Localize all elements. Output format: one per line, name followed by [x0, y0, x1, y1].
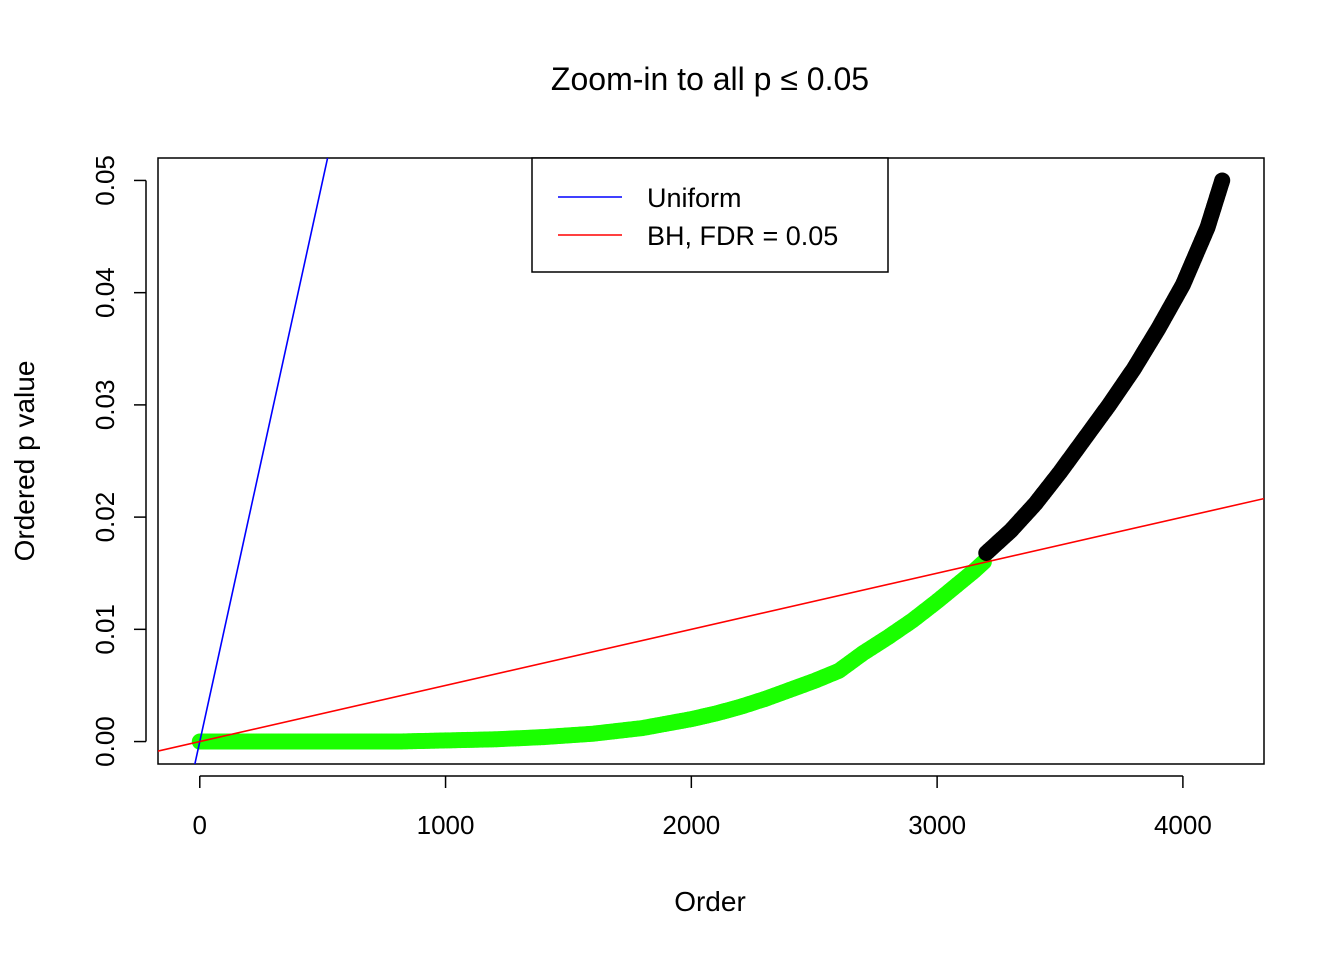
y-tick-label: 0.02 — [90, 492, 120, 543]
y-tick-label: 0.05 — [90, 155, 120, 206]
reference-line-bh-fdr-0-05 — [158, 497, 1264, 752]
legend-label-bh: BH, FDR = 0.05 — [647, 221, 838, 251]
legend-box — [531, 157, 889, 273]
series-not-significant — [978, 172, 1231, 562]
reference-line-uniform — [194, 158, 329, 764]
y-tick-label: 0.00 — [90, 716, 120, 767]
x-tick-label: 2000 — [662, 810, 720, 840]
y-tick-label: 0.03 — [90, 380, 120, 431]
y-tick-label: 0.04 — [90, 267, 120, 318]
data-points — [191, 172, 1231, 750]
y-axis-label: Ordered p value — [9, 361, 40, 562]
chart-title: Zoom-in to all p ≤ 0.05 — [551, 61, 869, 97]
x-axis: 0 1000 2000 3000 4000 — [193, 775, 1212, 840]
series-significant — [191, 554, 992, 750]
legend: Uniform BH, FDR = 0.05 — [531, 157, 889, 273]
x-tick-label: 4000 — [1154, 810, 1212, 840]
legend-label-uniform: Uniform — [647, 183, 742, 213]
y-tick-label: 0.01 — [90, 604, 120, 655]
reference-lines — [158, 158, 1264, 764]
data-point — [1214, 172, 1231, 189]
x-tick-label: 1000 — [417, 810, 475, 840]
plot-content — [158, 158, 1264, 764]
x-tick-label: 3000 — [908, 810, 966, 840]
x-tick-label: 0 — [193, 810, 207, 840]
y-axis: 0.00 0.01 0.02 0.03 0.04 0.05 — [90, 155, 147, 767]
x-axis-label: Order — [674, 886, 746, 917]
